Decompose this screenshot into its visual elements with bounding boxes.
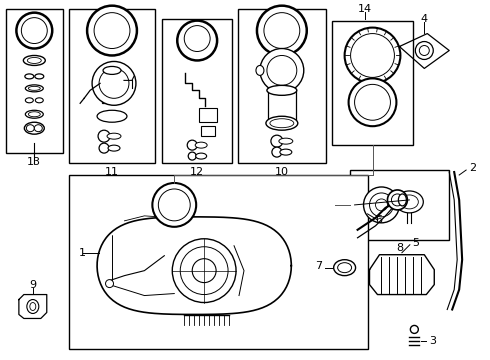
Circle shape [158,189,190,221]
Ellipse shape [267,85,297,95]
Ellipse shape [395,191,423,213]
Bar [332,21,414,145]
Circle shape [192,259,216,283]
Ellipse shape [97,110,127,122]
Text: 10: 10 [275,167,289,177]
Ellipse shape [196,153,207,159]
Ellipse shape [27,300,39,314]
Circle shape [257,6,307,55]
Text: 3: 3 [429,336,436,346]
Ellipse shape [266,116,298,130]
Bar [268,90,296,120]
Circle shape [267,55,297,85]
Ellipse shape [27,58,41,63]
Bar [162,19,232,163]
Circle shape [180,247,228,294]
Text: 1: 1 [78,248,86,258]
Text: 13: 13 [27,157,41,167]
Text: 11: 11 [105,167,119,177]
Ellipse shape [410,325,418,333]
Ellipse shape [398,194,406,206]
Circle shape [184,26,210,51]
Circle shape [172,239,236,302]
Circle shape [416,41,433,59]
Text: 7: 7 [316,261,323,271]
Ellipse shape [256,66,264,75]
Text: 5: 5 [412,238,419,248]
Text: 2: 2 [469,163,476,173]
Circle shape [188,152,196,160]
Circle shape [22,18,47,44]
Circle shape [87,6,137,55]
Circle shape [350,33,394,77]
Text: 8: 8 [396,243,403,253]
Circle shape [375,199,388,211]
Circle shape [99,143,109,153]
Circle shape [264,13,300,49]
Ellipse shape [334,260,356,276]
Circle shape [419,45,429,55]
Circle shape [388,190,407,210]
Bar [238,9,326,163]
Circle shape [344,28,400,84]
Ellipse shape [24,55,45,66]
Ellipse shape [338,263,352,273]
Ellipse shape [34,125,42,132]
Ellipse shape [195,142,207,148]
Circle shape [364,187,399,223]
Text: 4: 4 [421,14,428,24]
Bar [69,175,368,349]
Ellipse shape [25,110,43,118]
Circle shape [105,280,114,288]
Bar [6,9,63,153]
Ellipse shape [107,133,121,139]
Bar [349,170,449,240]
Circle shape [392,194,403,206]
Bar [201,126,215,136]
Circle shape [99,68,129,98]
Circle shape [187,140,197,150]
Bar [69,9,155,163]
Text: 9: 9 [29,280,36,289]
Circle shape [369,193,393,217]
Text: 6: 6 [375,215,383,225]
Ellipse shape [270,119,294,128]
Text: 12: 12 [190,167,204,177]
Ellipse shape [400,195,418,209]
Circle shape [98,130,110,142]
Bar [199,108,217,122]
Ellipse shape [25,85,43,92]
Text: 14: 14 [358,4,371,14]
Ellipse shape [279,138,293,144]
Ellipse shape [108,145,120,151]
Ellipse shape [103,67,121,75]
Ellipse shape [35,98,43,103]
Ellipse shape [26,125,34,132]
Circle shape [94,13,130,49]
Ellipse shape [35,74,44,79]
Circle shape [177,21,217,60]
Ellipse shape [25,74,34,79]
Ellipse shape [30,302,36,310]
Circle shape [92,62,136,105]
Circle shape [271,135,283,147]
Ellipse shape [25,98,33,103]
Circle shape [16,13,52,49]
Circle shape [260,49,304,92]
Circle shape [152,183,196,227]
Ellipse shape [28,86,40,90]
Ellipse shape [280,149,292,155]
Ellipse shape [28,112,40,117]
Circle shape [355,84,391,120]
Circle shape [272,147,282,157]
Circle shape [348,78,396,126]
Bar [102,68,122,103]
Ellipse shape [24,122,44,134]
